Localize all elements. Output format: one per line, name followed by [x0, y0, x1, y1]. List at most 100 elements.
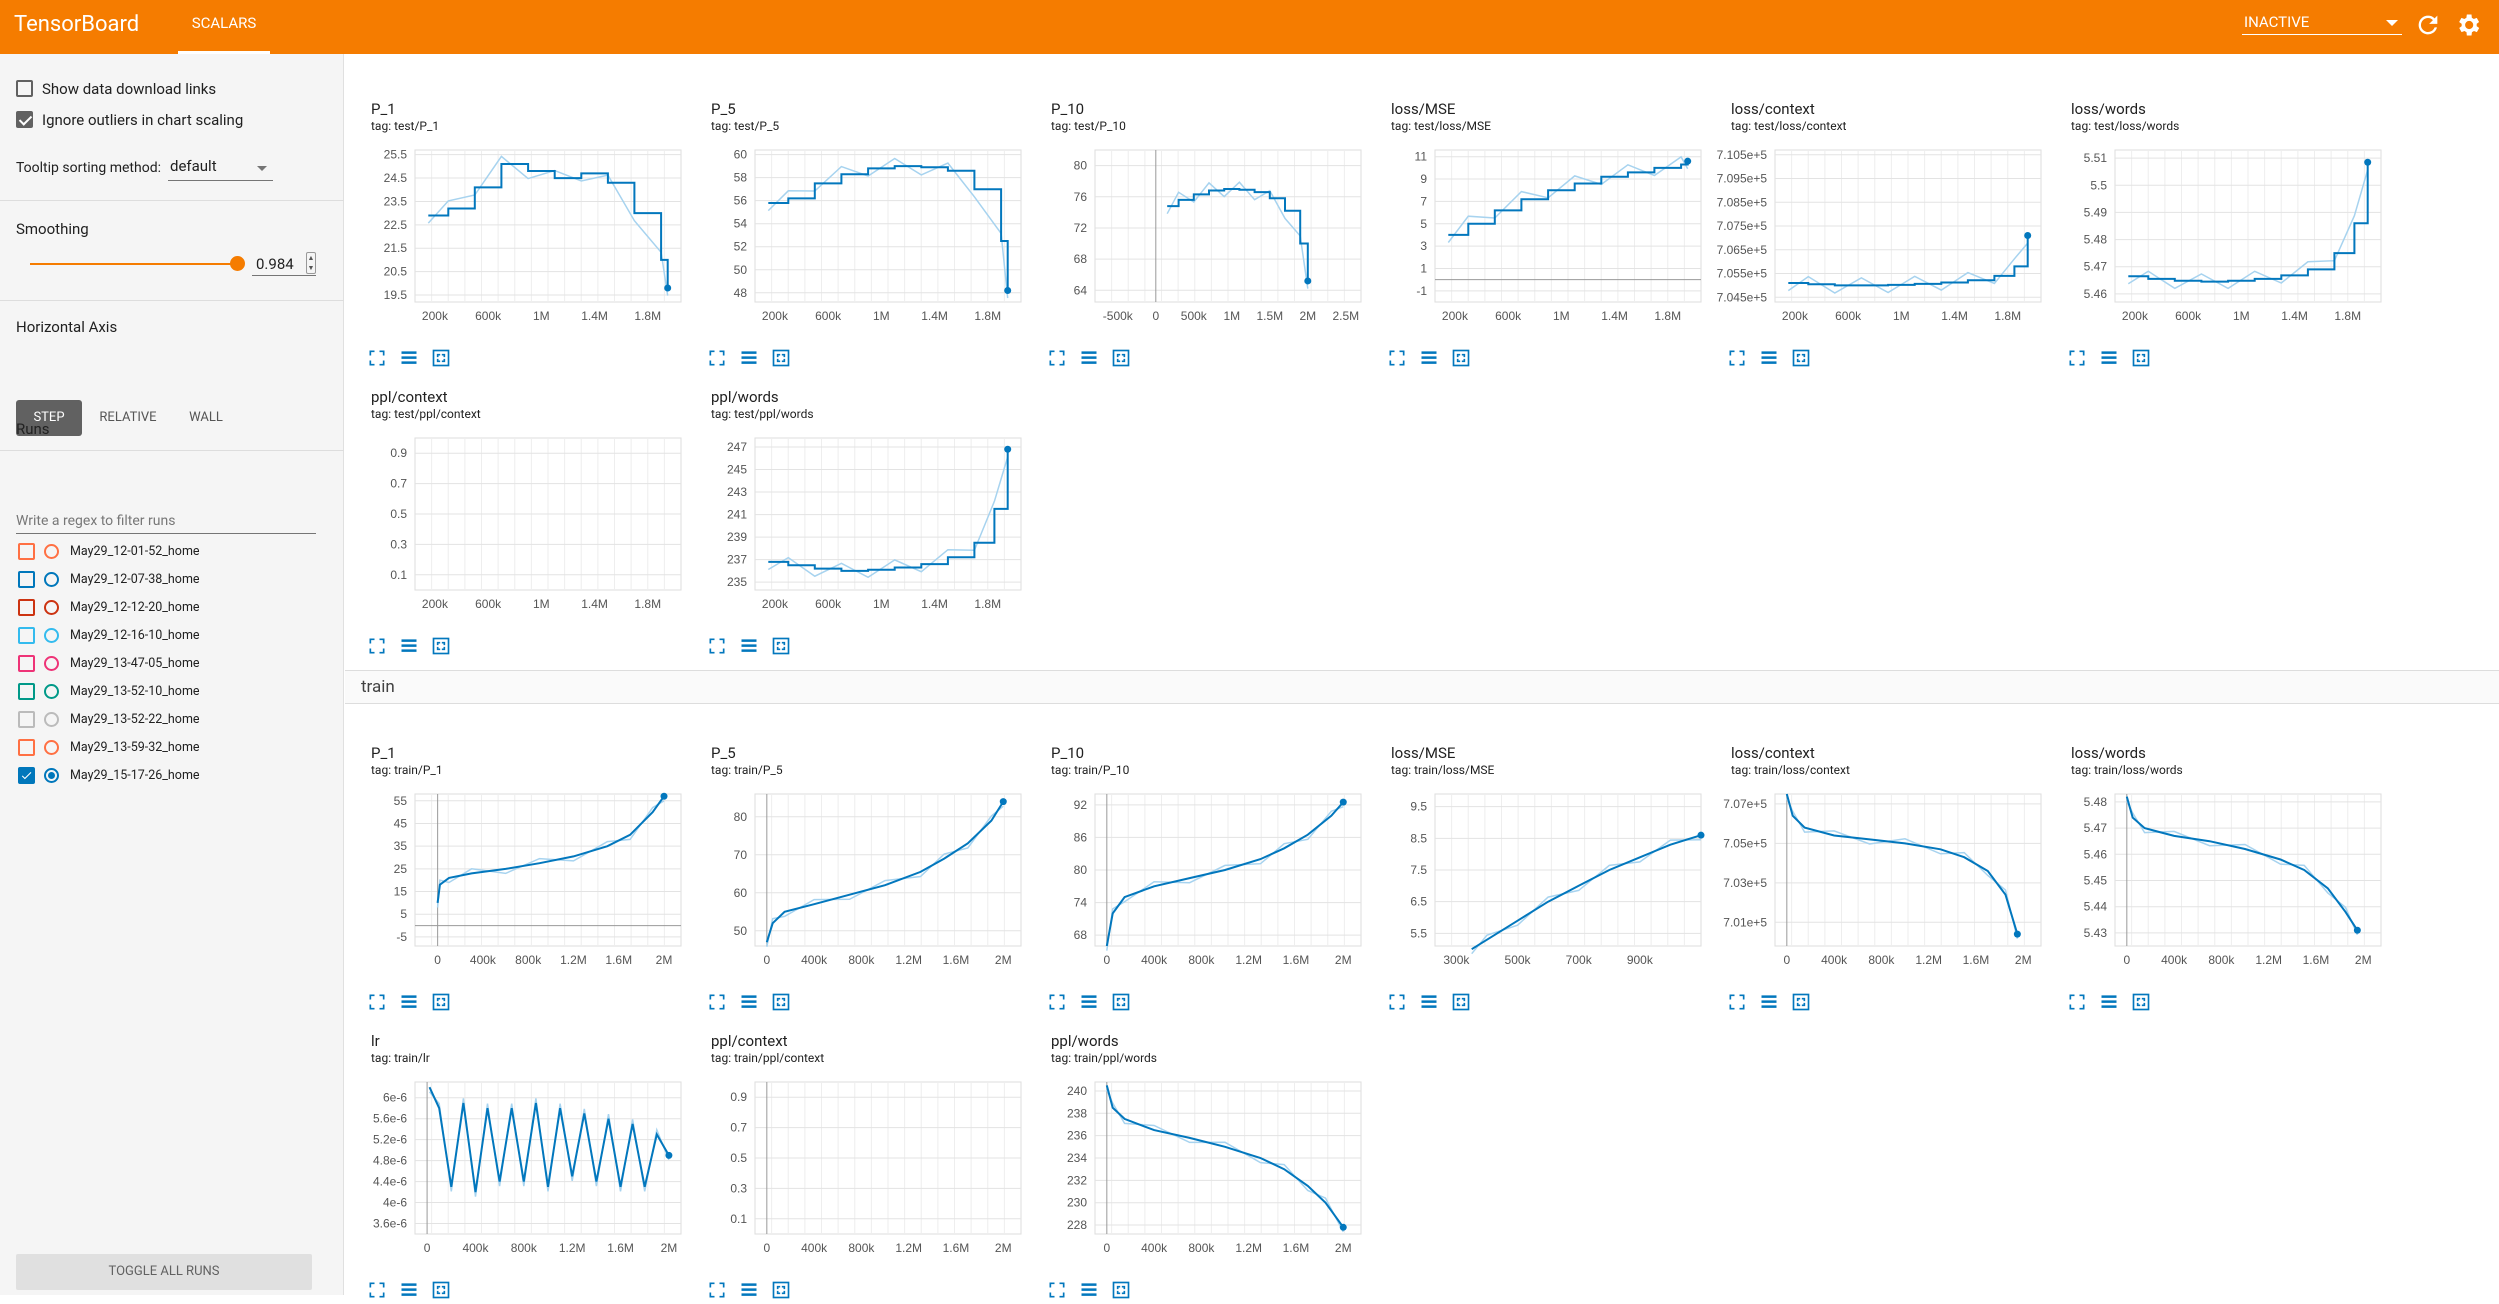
- series-last-point[interactable]: [2364, 158, 2372, 166]
- fit-domain-icon[interactable]: [1451, 992, 1473, 1014]
- run-item[interactable]: May29_15-17-26_home: [18, 767, 338, 787]
- run-status-select[interactable]: INACTIVE: [2242, 10, 2402, 35]
- fit-domain-icon[interactable]: [431, 992, 453, 1014]
- run-checkbox[interactable]: [18, 739, 35, 756]
- series-last-point[interactable]: [1339, 798, 1347, 806]
- fit-domain-icon[interactable]: [431, 348, 453, 370]
- run-item[interactable]: May29_13-52-22_home: [18, 711, 338, 731]
- axis-relative-button[interactable]: RELATIVE: [99, 410, 157, 425]
- run-item[interactable]: May29_12-01-52_home: [18, 543, 338, 563]
- expand-icon[interactable]: [367, 992, 389, 1014]
- expand-icon[interactable]: [2067, 348, 2089, 370]
- chart-plot[interactable]: 3.6e-6 4e-6 4.4e-6 4.8e-6 5.2e-6 5.6e-6 6e-6 0 4…: [349, 1068, 689, 1278]
- run-checkbox[interactable]: [18, 683, 35, 700]
- chart-plot[interactable]: 5.5 6.5 7.5 8.5 9.5 300k 500k 700k 900k: [1369, 780, 1709, 990]
- run-radio[interactable]: [44, 572, 59, 587]
- series-smoothed-line[interactable]: [1105, 1085, 1345, 1228]
- run-radio[interactable]: [44, 768, 59, 783]
- series-last-point[interactable]: [1304, 277, 1312, 285]
- fit-domain-icon[interactable]: [431, 636, 453, 658]
- fit-domain-icon[interactable]: [1111, 348, 1133, 370]
- data-table-icon[interactable]: [739, 348, 761, 370]
- series-smoothed-line[interactable]: [1785, 793, 2019, 935]
- fit-domain-icon[interactable]: [771, 992, 793, 1014]
- series-smoothed-line[interactable]: [1471, 834, 1702, 951]
- show-download-checkbox[interactable]: [16, 80, 33, 97]
- run-checkbox[interactable]: [18, 627, 35, 644]
- chart-plot[interactable]: 235 237 239 241 243 245 247 200k 600k 1M 1.4M 1.8M: [689, 424, 1029, 634]
- expand-icon[interactable]: [707, 636, 729, 658]
- data-table-icon[interactable]: [1079, 348, 1101, 370]
- series-smoothed-line[interactable]: [765, 801, 1005, 943]
- fit-domain-icon[interactable]: [1791, 348, 1813, 370]
- data-table-icon[interactable]: [739, 636, 761, 658]
- run-radio[interactable]: [44, 544, 59, 559]
- run-checkbox[interactable]: [18, 571, 35, 588]
- series-last-point[interactable]: [999, 798, 1007, 806]
- expand-icon[interactable]: [1727, 348, 1749, 370]
- chart-plot[interactable]: -5 5 15 25 35 45 55 0 400k 800k 1.2M 1.6M 2M: [349, 780, 689, 990]
- data-table-icon[interactable]: [739, 992, 761, 1014]
- expand-icon[interactable]: [1387, 348, 1409, 370]
- series-last-point[interactable]: [2013, 930, 2021, 938]
- runs-filter-input[interactable]: Write a regex to filter runs: [16, 508, 316, 534]
- smoothing-slider-handle[interactable]: [230, 256, 245, 271]
- series-smoothed-line[interactable]: [428, 163, 669, 288]
- series-last-point[interactable]: [1684, 157, 1692, 165]
- run-checkbox[interactable]: [18, 655, 35, 672]
- run-checkbox[interactable]: [18, 767, 35, 784]
- run-radio[interactable]: [44, 600, 59, 615]
- run-item[interactable]: May29_12-07-38_home: [18, 571, 338, 591]
- run-radio[interactable]: [44, 656, 59, 671]
- fit-domain-icon[interactable]: [771, 636, 793, 658]
- tooltip-sorting-select[interactable]: default: [168, 157, 273, 181]
- run-radio[interactable]: [44, 712, 59, 727]
- group-header-train[interactable]: train: [345, 670, 2499, 704]
- chart-plot[interactable]: 5.46 5.47 5.48 5.49 5.5 5.51 200k 600k 1M 1.4M 1.8…: [2049, 136, 2389, 346]
- data-table-icon[interactable]: [1419, 992, 1441, 1014]
- data-table-icon[interactable]: [2099, 992, 2121, 1014]
- run-checkbox[interactable]: [18, 599, 35, 616]
- chart-plot[interactable]: 50 60 70 80 0 400k 800k 1.2M 1.6M 2M: [689, 780, 1029, 990]
- expand-icon[interactable]: [707, 1280, 729, 1302]
- data-table-icon[interactable]: [399, 348, 421, 370]
- series-last-point[interactable]: [1339, 1223, 1347, 1231]
- series-last-point[interactable]: [1004, 286, 1012, 294]
- series-smoothed-line[interactable]: [768, 449, 1009, 572]
- expand-icon[interactable]: [367, 1280, 389, 1302]
- expand-icon[interactable]: [1047, 1280, 1069, 1302]
- chart-plot[interactable]: 7.045e+5 7.055e+5 7.065e+5 7.075e+5 7.085e+5…: [1709, 136, 2049, 346]
- run-radio[interactable]: [44, 740, 59, 755]
- run-radio[interactable]: [44, 684, 59, 699]
- fit-domain-icon[interactable]: [1111, 992, 1133, 1014]
- run-checkbox[interactable]: [18, 711, 35, 728]
- chart-plot[interactable]: 64 68 72 76 80 -500k 0 500k 1M 1.5M 2M 2.5M: [1029, 136, 1369, 346]
- series-smoothed-line[interactable]: [436, 795, 665, 904]
- fit-domain-icon[interactable]: [1791, 992, 1813, 1014]
- expand-icon[interactable]: [1047, 348, 1069, 370]
- fit-domain-icon[interactable]: [2131, 348, 2153, 370]
- expand-icon[interactable]: [707, 992, 729, 1014]
- ignore-outliers-checkbox[interactable]: [16, 111, 33, 128]
- series-smoothed-line[interactable]: [768, 165, 1009, 291]
- axis-wall-button[interactable]: WALL: [189, 410, 223, 425]
- tab-scalars[interactable]: SCALARS: [178, 0, 270, 54]
- run-item[interactable]: May29_12-16-10_home: [18, 627, 338, 647]
- fit-domain-icon[interactable]: [1451, 348, 1473, 370]
- spinner-icon[interactable]: ▲ ▼: [306, 252, 316, 274]
- chart-plot[interactable]: 5.43 5.44 5.45 5.46 5.47 5.48 0 400k 800k 1.2M 1.6…: [2049, 780, 2389, 990]
- run-item[interactable]: May29_13-59-32_home: [18, 739, 338, 759]
- series-smoothed-line[interactable]: [1105, 801, 1345, 947]
- series-smoothed-line[interactable]: [1448, 161, 1689, 236]
- data-table-icon[interactable]: [1079, 992, 1101, 1014]
- chart-plot[interactable]: 19.5 20.5 21.5 22.5 23.5 24.5 25.5 200k 600k 1M 1.…: [349, 136, 689, 346]
- data-table-icon[interactable]: [399, 992, 421, 1014]
- expand-icon[interactable]: [1047, 992, 1069, 1014]
- run-item[interactable]: May29_13-52-10_home: [18, 683, 338, 703]
- fit-domain-icon[interactable]: [431, 1280, 453, 1302]
- toggle-all-runs-button[interactable]: TOGGLE ALL RUNS: [16, 1254, 312, 1290]
- fit-domain-icon[interactable]: [2131, 992, 2153, 1014]
- series-smoothed-line[interactable]: [428, 1086, 670, 1193]
- chart-plot[interactable]: 228 230 232 234 236 238 240 0 400k 800k 1.2M 1.6M 2M: [1029, 1068, 1369, 1278]
- series-last-point[interactable]: [660, 792, 668, 800]
